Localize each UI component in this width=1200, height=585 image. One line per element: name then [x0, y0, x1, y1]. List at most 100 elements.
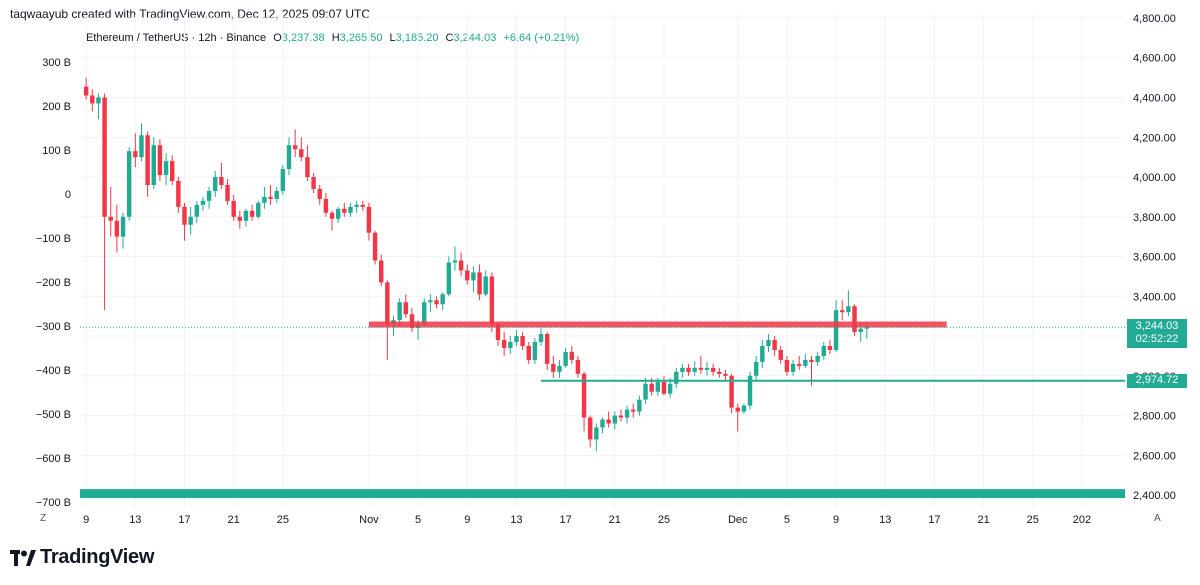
left-axis-label: −700 B — [36, 497, 71, 509]
candle-body — [323, 198, 329, 213]
left-axis-label: 200 B — [42, 101, 71, 113]
x-axis-label: 5 — [415, 514, 421, 526]
left-axis-label: −100 B — [36, 233, 71, 245]
right-axis-label: 3,400.00 — [1133, 291, 1176, 303]
candle-body — [465, 270, 470, 281]
candle-body — [643, 383, 648, 400]
candle-body — [704, 367, 710, 370]
left-axis-label: −500 B — [36, 409, 71, 421]
ohlc-legend: Ethereum / TetherUS · 12h · Binance O3,2… — [86, 32, 579, 44]
candle-body — [858, 328, 863, 333]
x-axis-label: 25 — [1027, 514, 1039, 526]
open-label: O — [273, 32, 282, 44]
bar-countdown: 02:52:22 — [1135, 333, 1179, 346]
tradingview-logo-icon — [10, 549, 36, 566]
candle-body — [532, 342, 538, 360]
candle-body — [667, 383, 673, 394]
x-axis-label: Dec — [728, 514, 748, 526]
candle-body — [821, 345, 827, 356]
candle-body — [126, 151, 132, 217]
candle-body — [852, 306, 857, 333]
candle-body — [169, 161, 175, 181]
candle-body — [612, 415, 618, 424]
candle-body — [495, 324, 501, 341]
candle-body — [686, 367, 691, 372]
candle-body — [723, 373, 728, 376]
candle-body — [501, 340, 507, 348]
candle-body — [514, 336, 519, 343]
candle-body — [840, 310, 845, 313]
candle-body — [440, 294, 445, 305]
right-axis-label: 4,800.00 — [1133, 13, 1176, 25]
candle-body — [809, 359, 814, 362]
x-axis-label: 9 — [833, 514, 839, 526]
candle-body — [378, 260, 384, 283]
candle-body — [649, 383, 654, 392]
candle-body — [803, 359, 808, 366]
change-value: +6.64 (+0.21%) — [503, 32, 580, 44]
right-axis-label: 2,600.00 — [1133, 450, 1176, 462]
candle-body — [139, 135, 144, 158]
right-axis-label: 4,400.00 — [1133, 92, 1176, 104]
symbol-title[interactable]: Ethereum / TetherUS · 12h · Binance — [86, 32, 267, 44]
candle-body — [796, 363, 802, 366]
candle-body — [299, 149, 304, 158]
x-axis-label: 17 — [178, 514, 190, 526]
candle-body — [575, 359, 581, 374]
timezone-button[interactable]: Z — [40, 513, 47, 524]
candle-body — [151, 145, 156, 185]
candle-body — [335, 208, 341, 219]
candle-body — [231, 200, 236, 217]
left-axis-label: 100 B — [42, 145, 71, 157]
candle-body — [213, 177, 218, 191]
candle-body — [710, 367, 716, 372]
tradingview-logo-text: TradingView — [40, 546, 155, 568]
x-axis-label: 25 — [658, 514, 670, 526]
x-axis-label: 13 — [510, 514, 522, 526]
open-value: 3,237.38 — [281, 32, 325, 44]
right-axis-label: 4,000.00 — [1133, 172, 1176, 184]
candle-body — [698, 367, 704, 370]
candle-body — [735, 407, 740, 412]
candle-body — [471, 272, 476, 281]
candle-body — [508, 342, 513, 348]
candle-body — [624, 409, 630, 418]
x-axis-label: 5 — [784, 514, 790, 526]
zone-layer — [80, 489, 1125, 499]
candle-body — [637, 399, 642, 412]
left-axis-label: 0 — [65, 189, 71, 201]
candle-body — [827, 345, 833, 350]
candle-body — [544, 334, 550, 364]
candle-body — [249, 210, 255, 217]
candle-body — [815, 355, 820, 362]
candle-body — [741, 405, 747, 412]
candle-body — [317, 188, 322, 199]
candle-body — [864, 327, 870, 329]
candle-body — [778, 349, 783, 360]
candle-body — [342, 208, 347, 213]
last-price-tag: 3,244.03 02:52:22 — [1127, 319, 1187, 349]
candle-body — [766, 340, 771, 346]
high-value: 3,265.50 — [339, 32, 383, 44]
candle-body — [717, 371, 722, 374]
left-axis-label: −400 B — [36, 365, 71, 377]
candle-body — [360, 204, 365, 207]
x-axis-label: 21 — [609, 514, 621, 526]
candle-body — [145, 135, 150, 185]
candle-body — [268, 196, 273, 199]
candle-body — [729, 375, 734, 408]
candle-body — [409, 314, 415, 329]
candle-body — [403, 302, 409, 315]
candle-body — [772, 340, 777, 350]
candle-body — [256, 202, 261, 217]
candle-body — [83, 86, 89, 96]
candle-body — [428, 300, 433, 303]
candle-body — [692, 367, 697, 372]
auto-scale-button[interactable]: A — [1154, 513, 1161, 524]
candle-body — [286, 145, 292, 170]
candle-body — [163, 161, 169, 176]
candle-body — [587, 417, 593, 440]
candle-body — [157, 145, 163, 176]
candle-body — [747, 375, 753, 406]
